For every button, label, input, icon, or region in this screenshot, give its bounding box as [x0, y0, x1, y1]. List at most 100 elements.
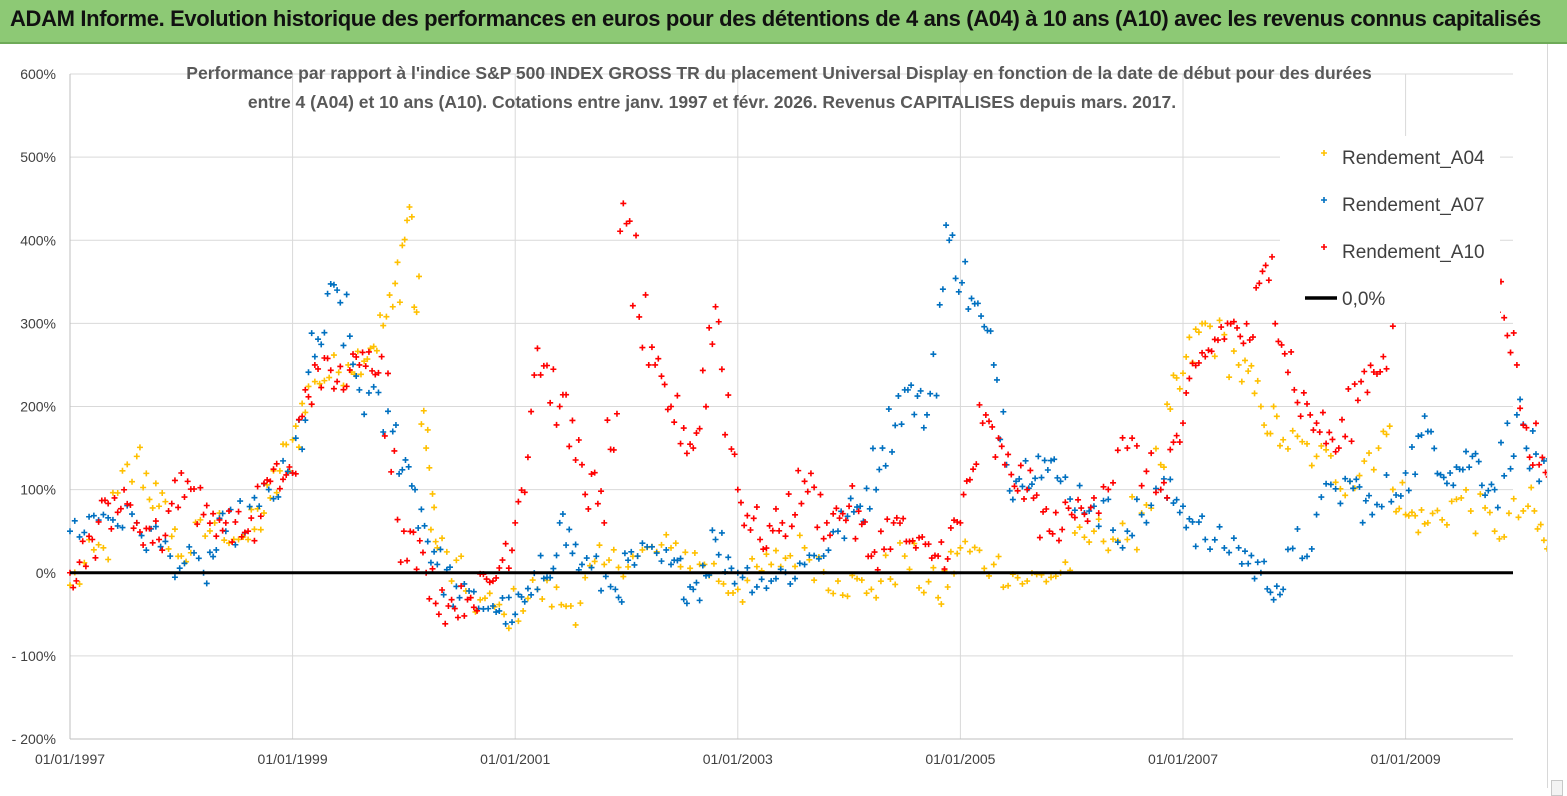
a10-point: [652, 361, 659, 368]
a10-point: [1300, 389, 1307, 396]
a07-point: [1230, 535, 1237, 542]
a10-point: [1065, 505, 1072, 512]
a04-point: [1421, 520, 1428, 527]
a04-point: [1429, 510, 1436, 517]
a04-point: [962, 538, 969, 545]
a07-point: [602, 573, 609, 580]
x-tick-label: 01/01/2009: [1371, 751, 1441, 767]
a10-point: [836, 515, 843, 522]
a04-point: [67, 582, 73, 589]
a10-point: [400, 528, 407, 535]
a10-point: [680, 425, 687, 432]
a07-point: [1176, 509, 1183, 516]
a10-point: [1124, 445, 1131, 452]
a07-point: [365, 389, 372, 396]
a04-point: [668, 544, 675, 551]
a04-point: [411, 304, 418, 311]
a10-point: [941, 566, 948, 573]
a10-point: [245, 528, 252, 535]
a10-point: [629, 302, 636, 309]
a07-point: [801, 561, 808, 568]
a10-point: [801, 478, 808, 485]
a07-point: [854, 504, 861, 511]
a04-point: [957, 544, 964, 551]
a07-point: [933, 392, 940, 399]
a07-point: [1148, 502, 1155, 509]
a04-point: [404, 217, 411, 224]
a04-point: [486, 590, 493, 597]
a04-point: [1170, 372, 1177, 379]
scroll-handle[interactable]: [1551, 780, 1563, 796]
a10-point: [623, 220, 630, 227]
a04-point: [1043, 578, 1050, 585]
a04-point: [1289, 427, 1296, 434]
a07-point: [424, 538, 431, 545]
a07-point: [1510, 453, 1517, 460]
a10-point: [544, 362, 550, 369]
a10-point: [766, 522, 773, 529]
a10-point: [935, 553, 942, 560]
a04-point: [431, 504, 438, 511]
a10-point: [515, 498, 522, 505]
a04-point: [1230, 348, 1237, 355]
a10-point: [439, 586, 446, 593]
a07-point: [628, 548, 635, 555]
a10-point: [111, 494, 118, 501]
a10-point: [1288, 348, 1295, 355]
a10-point: [1281, 350, 1288, 357]
a10-point: [359, 349, 366, 356]
a10-point: [1348, 438, 1355, 445]
a07-point: [1450, 482, 1457, 489]
a10-point: [1272, 320, 1279, 327]
a07-point: [1412, 471, 1419, 478]
a07-point: [1090, 503, 1097, 510]
a07-point: [1195, 519, 1202, 526]
a04-point: [854, 575, 861, 582]
a10-point: [394, 516, 401, 523]
a10-point: [521, 489, 528, 496]
a07-point: [76, 533, 83, 540]
a04-point: [354, 348, 361, 355]
a10-point: [976, 401, 983, 408]
a07-point: [415, 525, 422, 532]
a10-point: [327, 367, 334, 374]
a10-point: [92, 554, 99, 561]
a10-point: [1138, 482, 1145, 489]
a10-point: [165, 508, 172, 515]
a07-point: [1362, 497, 1369, 504]
a10-point: [750, 515, 757, 522]
a10-point: [871, 549, 878, 556]
a04-point: [392, 280, 399, 287]
chart-area: 600% 500% 400% 300% 200% 100% 0% - 100% - 200% 01…: [0, 44, 1563, 796]
a07-point: [1475, 458, 1482, 465]
a10-point: [1367, 362, 1374, 369]
a04-point: [260, 510, 267, 517]
a07-point: [1434, 470, 1441, 477]
a10-point: [1021, 495, 1027, 502]
a10-point: [1361, 368, 1368, 375]
a07-point: [1513, 411, 1520, 418]
a10-point: [1180, 420, 1186, 427]
a07-point: [946, 237, 953, 244]
a10-point: [566, 443, 573, 450]
a10-point: [454, 614, 461, 621]
a04-point: [1183, 353, 1190, 360]
a07-point: [1294, 525, 1301, 532]
a07-point: [572, 541, 579, 548]
a10-point: [505, 565, 512, 572]
a07-point: [677, 555, 684, 562]
a07-point: [739, 574, 746, 581]
a10-point: [1370, 368, 1377, 375]
a10-point: [725, 392, 732, 399]
a07-point: [521, 598, 528, 605]
a10-point: [817, 491, 824, 498]
a07-point: [1038, 474, 1045, 481]
a07-point: [1523, 445, 1530, 452]
a10-point: [671, 419, 678, 426]
a10-point: [1017, 462, 1024, 469]
a04-point: [1544, 545, 1547, 552]
a04-point: [1537, 521, 1544, 528]
a10-point: [73, 577, 80, 584]
a04-point: [763, 551, 770, 558]
a04-point: [801, 544, 808, 551]
